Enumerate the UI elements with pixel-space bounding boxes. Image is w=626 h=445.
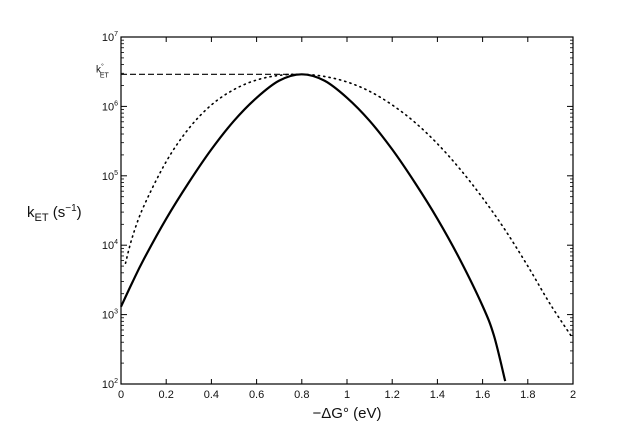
y-tick-label-base: 10	[102, 101, 114, 113]
x-tick-label: 0.2	[159, 389, 174, 401]
y-axis-label-units-open: (s	[49, 204, 66, 221]
y-tick-label-base: 10	[102, 310, 114, 322]
axis-ticks: 0 0.2 0.4 0.6 0.8 1 1.2 1.4 1.6 1.8 21021031041051…	[102, 31, 576, 401]
y-tick-label-exp: 7	[114, 31, 118, 38]
plot-frame	[120, 36, 574, 385]
y-tick-label-base: 10	[102, 32, 114, 44]
y-axis-label-main: k	[27, 204, 35, 221]
peak-label: k° ET	[96, 62, 109, 79]
y-tick-label-base: 10	[102, 171, 114, 183]
peak-annotation: k° ET	[96, 62, 302, 79]
x-tick-label: 0	[118, 389, 124, 401]
x-tick-label: 2	[570, 389, 576, 401]
y-tick-label-exp: 5	[114, 170, 118, 177]
x-tick-label: 1.8	[520, 389, 535, 401]
y-tick-label: 104	[102, 239, 118, 252]
x-tick-label: 0.6	[249, 389, 264, 401]
series-dotted-line	[124, 73, 574, 340]
peak-label-sub: ET	[100, 72, 110, 79]
y-tick-label-exp: 3	[114, 309, 118, 316]
y-tick-label-exp: 6	[114, 100, 118, 107]
y-tick-label: 102	[102, 378, 118, 391]
peak-label-sup: °	[101, 62, 104, 70]
data-series	[120, 73, 574, 382]
y-tick-label: 107	[102, 31, 118, 44]
y-tick-label: 105	[102, 170, 118, 183]
series-solid-line	[120, 73, 507, 382]
x-tick-label: 1.2	[385, 389, 400, 401]
y-tick-label-base: 10	[102, 379, 114, 391]
y-tick-label-exp: 4	[114, 239, 118, 246]
y-tick-label: 106	[102, 100, 118, 113]
x-tick-label: 1	[344, 389, 350, 401]
x-tick-label: 0.4	[204, 389, 219, 401]
y-tick-label: 103	[102, 309, 118, 322]
y-axis-label: kET (s−1)	[27, 203, 82, 224]
x-axis-label: −ΔG° (eV)	[313, 405, 382, 422]
y-tick-label-exp: 2	[114, 378, 118, 385]
x-tick-label: 0.8	[294, 389, 309, 401]
y-tick-label-base: 10	[102, 240, 114, 252]
x-tick-label: 1.4	[430, 389, 445, 401]
y-axis-label-sub: ET	[35, 212, 49, 224]
peak-label-main: k	[96, 64, 102, 75]
y-axis-label-units-close: )	[77, 204, 82, 221]
y-axis-label-units-exp: −1	[65, 203, 77, 214]
x-tick-label: 1.6	[475, 389, 490, 401]
